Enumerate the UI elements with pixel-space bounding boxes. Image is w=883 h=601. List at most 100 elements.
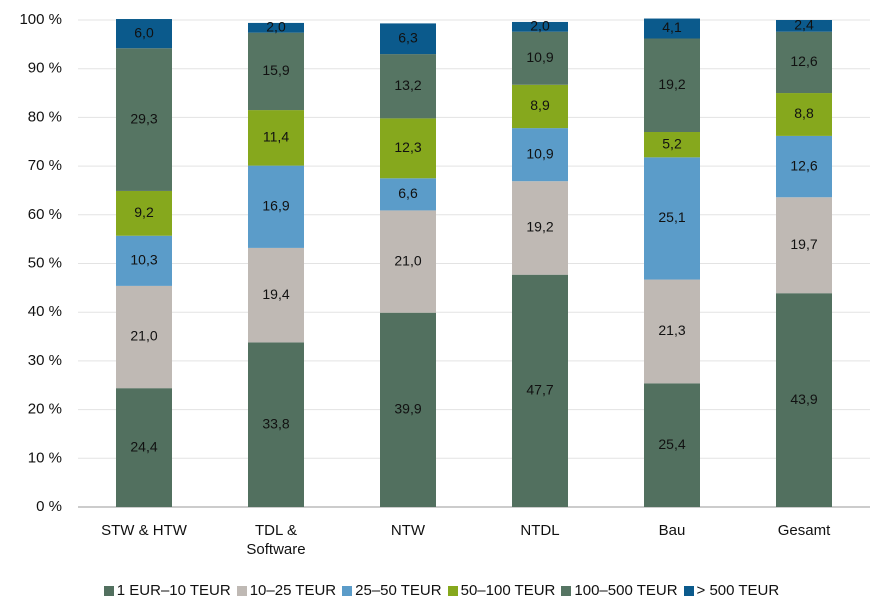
- bar-segment: [512, 128, 568, 182]
- bar-segment: [116, 285, 172, 389]
- bar-segment: [380, 118, 436, 179]
- bar-segment: [116, 19, 172, 49]
- y-tick-label: 80 %: [28, 108, 62, 125]
- bar-segment: [776, 93, 832, 136]
- bar-segment: [644, 38, 700, 133]
- bar-segment: [116, 235, 172, 286]
- data-label: 5,2: [662, 135, 682, 151]
- data-label: 19,4: [262, 286, 289, 302]
- y-tick-label: 60 %: [28, 206, 62, 223]
- data-label: 29,3: [130, 110, 157, 126]
- legend-item: > 500 TEUR: [683, 582, 780, 599]
- y-tick-label: 20 %: [28, 401, 62, 418]
- legend-label: 10–25 TEUR: [249, 582, 337, 599]
- bar-segment: [644, 383, 700, 507]
- bar-segment: [248, 32, 304, 111]
- data-label: 13,2: [394, 77, 421, 93]
- data-label: 25,1: [658, 209, 685, 225]
- legend-label: 100–500 TEUR: [574, 582, 678, 599]
- plot: 0 % 10 % 20 % 30 % 40 % 50 % 60 % 70 % 80 % 90 % 1…: [19, 11, 870, 515]
- bar-segment: [644, 157, 700, 280]
- y-tick-label: 40 %: [28, 303, 62, 320]
- y-tick-label: 0 %: [36, 498, 62, 515]
- data-label: 8,8: [794, 105, 814, 121]
- data-label: 12,3: [394, 139, 421, 155]
- data-label: 16,9: [262, 197, 289, 213]
- legend-swatch: [103, 585, 114, 596]
- data-label: 43,9: [790, 391, 817, 407]
- x-tick-label: Gesamt: [777, 522, 831, 539]
- data-label: 12,6: [790, 157, 817, 173]
- data-label: 8,9: [530, 97, 550, 113]
- data-label: 21,0: [130, 328, 157, 344]
- data-label: 19,7: [790, 236, 817, 252]
- legend-label: 25–50 TEUR: [355, 582, 442, 599]
- bar-segment: [248, 110, 304, 166]
- y-tick-label: 50 %: [28, 254, 62, 271]
- bar-segment: [380, 312, 436, 507]
- bar-segment: [644, 279, 700, 384]
- data-label: 10,9: [526, 49, 553, 65]
- legend-swatch: [447, 585, 458, 596]
- bar-segment: [512, 84, 568, 129]
- data-label: 6,3: [398, 29, 418, 45]
- x-tick-label: NTDL: [520, 522, 560, 539]
- legend-swatch: [561, 585, 572, 596]
- bar-segment: [776, 293, 832, 507]
- data-label: 25,4: [658, 436, 685, 452]
- bar-segment: [644, 132, 700, 158]
- bar-segment: [512, 274, 568, 507]
- data-label: 11,4: [263, 129, 289, 145]
- bar-segment: [248, 22, 304, 33]
- data-label: 12,6: [790, 53, 817, 69]
- bar-segment: [248, 247, 304, 343]
- data-label: 24,4: [130, 438, 157, 454]
- bar-segment: [116, 48, 172, 191]
- data-label: 2,0: [266, 18, 286, 34]
- legend-item: 25–50 TEUR: [342, 582, 442, 599]
- legend-item: 10–25 TEUR: [236, 582, 337, 599]
- data-label: 2,0: [530, 18, 550, 34]
- data-label: 6,0: [134, 24, 154, 40]
- x-tick-label: NTW: [390, 522, 426, 539]
- data-label: 10,3: [130, 252, 157, 268]
- bar-segment: [776, 31, 832, 94]
- data-label: 33,8: [262, 415, 289, 431]
- bar-segment: [248, 165, 304, 248]
- bar-segment: [776, 197, 832, 294]
- legend-swatch: [683, 585, 694, 596]
- legend-item: 100–500 TEUR: [561, 582, 678, 599]
- bar-segment: [380, 54, 436, 119]
- data-label: 6,6: [398, 185, 418, 201]
- data-label: 39,9: [394, 401, 421, 417]
- legend: 1 EUR–10 TEUR 10–25 TEUR 25–50 TEUR 50–100 …: [0, 582, 883, 599]
- legend-label: > 500 TEUR: [696, 582, 780, 599]
- bar-segment: [512, 21, 568, 32]
- x-tick-label: Bau: [658, 522, 686, 539]
- y-tick-label: 70 %: [28, 157, 62, 174]
- data-label: 4,1: [662, 19, 682, 35]
- bar-segment: [380, 210, 436, 313]
- legend-item: 1 EUR–10 TEUR: [103, 582, 231, 599]
- data-label: 21,0: [394, 252, 421, 268]
- y-tick-label: 90 %: [28, 60, 62, 77]
- data-label: 9,2: [134, 204, 154, 220]
- data-label: 21,3: [658, 322, 685, 338]
- legend-swatch: [342, 585, 353, 596]
- data-label: 47,7: [526, 382, 553, 398]
- legend-label: 50–100 TEUR: [460, 582, 556, 599]
- legend-item: 50–100 TEUR: [447, 582, 556, 599]
- bar-segment: [512, 181, 568, 275]
- bar-segment: [248, 342, 304, 507]
- y-tick-label: 100 %: [19, 11, 62, 28]
- x-tick-label: STW & HTW: [101, 522, 187, 539]
- data-label: 10,9: [526, 145, 553, 161]
- y-tick-label: 10 %: [28, 449, 62, 466]
- x-tick-label: TDL & Software: [246, 522, 306, 558]
- data-label: 15,9: [262, 62, 289, 78]
- data-label: 19,2: [658, 76, 685, 92]
- bar-segment: [776, 135, 832, 198]
- bar-segment: [776, 20, 832, 32]
- bar-segment: [116, 388, 172, 507]
